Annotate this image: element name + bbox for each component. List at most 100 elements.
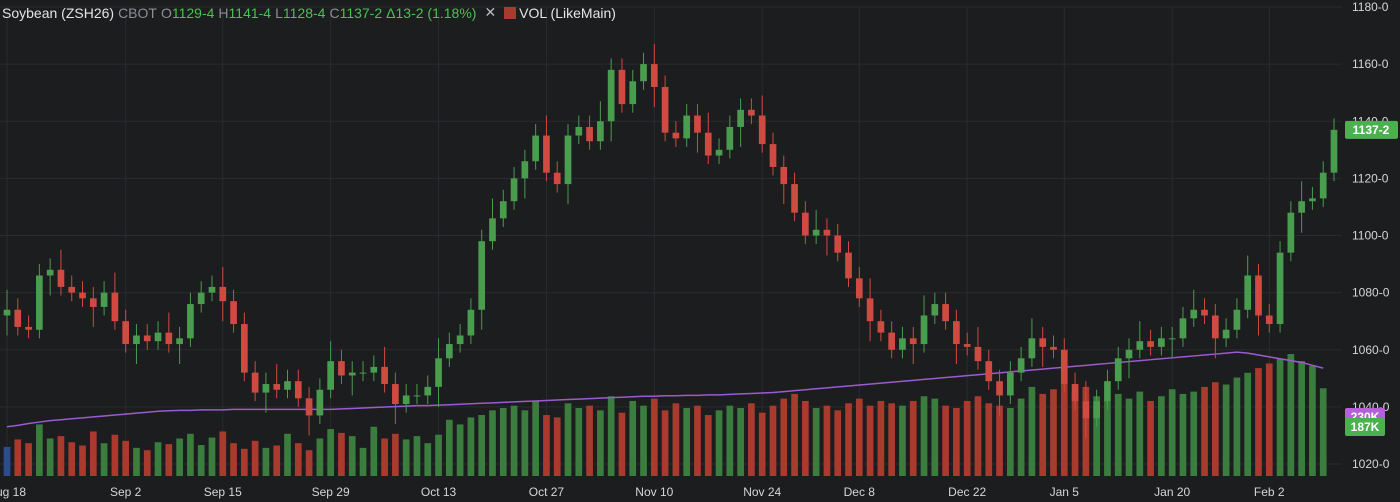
volume-bar: [100, 443, 108, 476]
candle-body: [262, 384, 270, 393]
candle-body: [305, 398, 313, 416]
price-tick-label: 1020-0: [1352, 457, 1390, 471]
candle-body: [327, 361, 335, 390]
candle-body: [791, 184, 798, 213]
volume-bar: [165, 444, 173, 476]
volume-bar: [877, 400, 885, 476]
candle-body: [111, 292, 119, 322]
candle-body: [704, 132, 712, 156]
candle-body: [1071, 384, 1079, 402]
volume-bar: [942, 405, 949, 476]
price-tick-label: 1080-0: [1352, 286, 1390, 300]
volume-bar: [521, 410, 529, 476]
candle-body: [1255, 275, 1262, 316]
volume-bar: [888, 403, 896, 476]
volume-bar: [974, 396, 982, 476]
candle-body: [392, 384, 399, 405]
price-tick-label: 1100-0: [1352, 229, 1389, 243]
volume-bar: [532, 400, 539, 476]
candle-body: [543, 135, 550, 173]
candle-body: [575, 126, 583, 136]
candle-body: [1222, 329, 1230, 339]
volume-bar: [1222, 384, 1230, 476]
price-tick-label: 1120-0: [1352, 171, 1389, 185]
candle-body: [802, 212, 809, 236]
time-tick-label: Jan 5: [1050, 485, 1080, 499]
volume-bar: [1093, 396, 1100, 476]
candle-body: [89, 298, 97, 307]
candle-body: [1028, 338, 1036, 359]
candle-body: [3, 309, 11, 316]
volume-bar: [953, 407, 960, 476]
candle-body: [1093, 401, 1100, 419]
candle-body: [1104, 381, 1111, 402]
high-value: 1141-4: [228, 4, 272, 21]
volume-bar: [413, 436, 421, 476]
volume-bar: [133, 447, 140, 476]
volume-bar: [823, 405, 831, 476]
volume-bar: [1287, 354, 1295, 476]
volume-bar: [758, 412, 766, 476]
last-price-tag: 1137-2: [1345, 120, 1398, 139]
time-axis: Aug 18 Sep 2 Sep 15 Sep 29 Oct 13 Oct 27 Nov 1…: [0, 485, 1285, 499]
volume-bar: [89, 431, 97, 476]
volume-bar: [661, 410, 669, 476]
candle-body: [1309, 198, 1316, 202]
candle-body: [1190, 309, 1198, 319]
candle-body: [769, 144, 777, 167]
candle-body: [1319, 172, 1327, 199]
volume-average-line: [6, 351, 1324, 428]
volume-bar: [834, 410, 842, 476]
volume-bar: [445, 419, 453, 476]
close-x-icon[interactable]: ✕: [484, 4, 497, 20]
candle-body: [564, 135, 572, 185]
candle-body: [758, 115, 766, 145]
volume-swatch: [504, 6, 517, 19]
volume-bar: [79, 445, 86, 476]
candle-body: [36, 275, 43, 330]
candle-body: [715, 149, 723, 156]
volume-bar: [791, 393, 798, 476]
volume-bar: [1265, 363, 1273, 476]
candle-body: [165, 332, 173, 345]
candle-body: [963, 344, 971, 347]
volume-bar: [1276, 358, 1284, 476]
candle-body: [176, 338, 183, 345]
candle-body: [996, 381, 1003, 396]
volume-bar: [618, 412, 626, 476]
volume-bar: [920, 396, 928, 476]
candle-body: [467, 309, 475, 336]
volume-bar: [748, 403, 755, 476]
volume-bar: [1255, 368, 1262, 476]
chart-legend: Soybean (ZSH26) CBOT O 1129-4 H 1141-4 L 11…: [2, 4, 616, 21]
volume-bar: [704, 415, 712, 476]
candle-body: [888, 332, 896, 350]
change-value: Δ13-2 (1.18%): [386, 4, 477, 21]
volume-bar: [36, 424, 43, 476]
candle-body: [219, 286, 227, 302]
volume-bar: [1060, 382, 1068, 476]
candle-body: [68, 286, 76, 293]
candle-body: [618, 69, 626, 105]
volume-bar: [855, 398, 863, 476]
candle-body: [1233, 309, 1241, 330]
volume-bar: [543, 415, 550, 476]
candle-body: [338, 361, 345, 376]
volume-bar: [402, 439, 410, 476]
candle-body: [294, 381, 302, 399]
candle-body: [834, 235, 842, 253]
candle-body: [100, 292, 108, 307]
candle-body: [46, 269, 54, 276]
volume-bar: [316, 438, 324, 476]
volume-bar: [1039, 393, 1047, 476]
volume-bar: [737, 407, 744, 476]
volume-bar: [1050, 389, 1057, 476]
volume-bar: [866, 405, 874, 476]
volume-bar: [46, 438, 54, 476]
volume-bar: [1125, 398, 1133, 476]
volume-bar: [197, 445, 205, 476]
volume-bar: [510, 405, 518, 476]
volume-bar: [176, 438, 183, 476]
symbol-title: Soybean (ZSH26): [2, 4, 115, 21]
